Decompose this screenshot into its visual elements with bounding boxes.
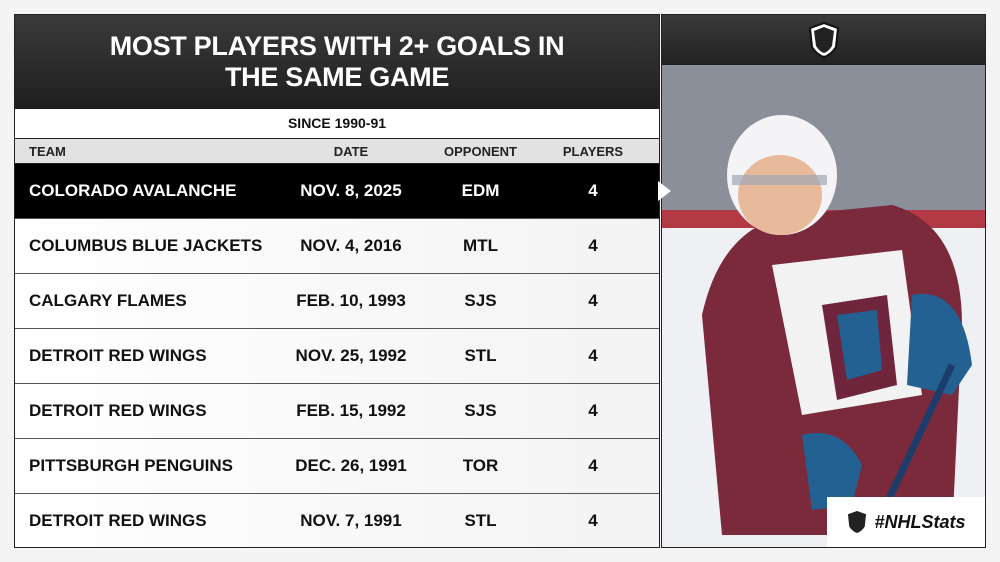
table-row: COLORADO AVALANCHE NOV. 8, 2025 EDM 4 — [15, 164, 659, 219]
logo-bar — [662, 15, 985, 65]
photo-panel: #NHLStats — [661, 14, 986, 548]
table-row: COLUMBUS BLUE JACKETS NOV. 4, 2016 MTL 4 — [15, 219, 659, 274]
team-cell: COLORADO AVALANCHE — [29, 181, 237, 200]
league-logo — [848, 511, 867, 533]
highlight-arrow — [658, 181, 671, 201]
players-cell: 4 — [588, 236, 598, 255]
team-cell: DETROIT RED WINGS — [29, 346, 207, 365]
opponent-cell: STL — [464, 511, 497, 530]
opponent-cell: STL — [464, 346, 497, 365]
players-cell: 4 — [588, 291, 598, 310]
date-cell: FEB. 15, 1992 — [296, 401, 406, 420]
column-header: PLAYERS — [562, 143, 624, 159]
opponent-cell: TOR — [462, 456, 499, 475]
players-cell: 4 — [588, 511, 598, 530]
team-cell: DETROIT RED WINGS — [29, 401, 207, 420]
table-row: DETROIT RED WINGS NOV. 7, 1991 STL 4 — [15, 494, 659, 547]
league-logo — [808, 21, 839, 59]
column-header: TEAM — [29, 143, 66, 159]
players-cell: 4 — [588, 181, 598, 200]
team-cell: PITTSBURGH PENGUINS — [29, 456, 234, 475]
stats-panel: MOST PLAYERS WITH 2+ GOALS IN THE SAME G… — [14, 14, 660, 548]
team-cell: COLUMBUS BLUE JACKETS — [29, 236, 263, 255]
date-cell: FEB. 10, 1993 — [296, 291, 406, 310]
hashtag-box: #NHLStats — [827, 497, 985, 547]
date-cell: NOV. 7, 1991 — [300, 511, 402, 530]
column-header: DATE — [333, 143, 369, 159]
hashtag: #NHLStats — [874, 511, 966, 532]
players-cell: 4 — [588, 456, 598, 475]
team-cell: CALGARY FLAMES — [29, 291, 187, 310]
table-row: CALGARY FLAMES FEB. 10, 1993 SJS 4 — [15, 274, 659, 329]
title: MOST PLAYERS WITH 2+ GOALS IN THE SAME G… — [15, 15, 659, 109]
date-cell: NOV. 8, 2025 — [300, 181, 402, 200]
team-cell: DETROIT RED WINGS — [29, 511, 207, 530]
table-body: COLORADO AVALANCHE NOV. 8, 2025 EDM 4 COLUMB… — [15, 164, 659, 547]
date-cell: DEC. 26, 1991 — [295, 456, 407, 475]
subtitle: SINCE 1990-91 — [15, 109, 659, 139]
column-header: OPPONENT — [444, 143, 517, 159]
date-cell: NOV. 25, 1992 — [295, 346, 407, 365]
opponent-cell: MTL — [463, 236, 498, 255]
opponent-cell: SJS — [464, 401, 497, 420]
date-cell: NOV. 4, 2016 — [300, 236, 402, 255]
player-photo — [662, 65, 985, 547]
opponent-cell: SJS — [464, 291, 497, 310]
players-cell: 4 — [588, 346, 598, 365]
table-row: PITTSBURGH PENGUINS DEC. 26, 1991 TOR 4 — [15, 439, 659, 494]
opponent-cell: EDM — [461, 181, 500, 200]
table-row: DETROIT RED WINGS FEB. 15, 1992 SJS 4 — [15, 384, 659, 439]
players-cell: 4 — [588, 401, 598, 420]
table-row: DETROIT RED WINGS NOV. 25, 1992 STL 4 — [15, 329, 659, 384]
table-header: TEAM DATE OPPONENT PLAYERS — [15, 139, 659, 164]
